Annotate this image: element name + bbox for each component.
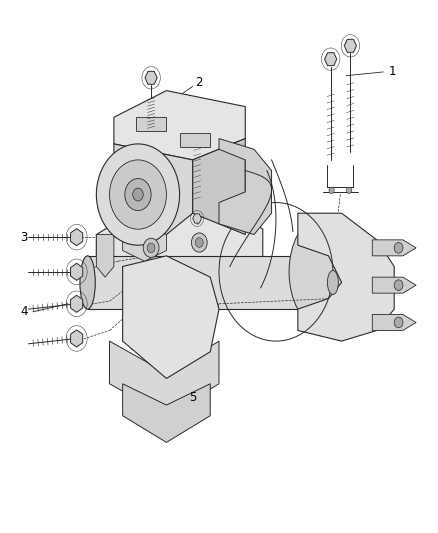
Circle shape [191, 233, 207, 252]
Polygon shape [219, 139, 272, 235]
Circle shape [133, 188, 143, 201]
Text: 2: 2 [195, 76, 203, 89]
Text: 3: 3 [21, 231, 28, 244]
Polygon shape [88, 256, 342, 309]
Polygon shape [114, 144, 193, 235]
Polygon shape [114, 91, 245, 160]
Text: 4: 4 [20, 305, 28, 318]
Polygon shape [71, 295, 83, 312]
Text: 1: 1 [388, 66, 396, 78]
Polygon shape [372, 277, 416, 293]
Polygon shape [344, 39, 357, 52]
Circle shape [96, 144, 180, 245]
Polygon shape [71, 229, 83, 246]
Polygon shape [123, 384, 210, 442]
Polygon shape [96, 235, 114, 277]
Ellipse shape [289, 219, 350, 325]
Circle shape [346, 187, 352, 193]
Circle shape [394, 280, 403, 290]
Polygon shape [136, 117, 166, 131]
Polygon shape [193, 214, 201, 223]
Circle shape [147, 243, 155, 253]
Polygon shape [71, 263, 83, 280]
Circle shape [110, 160, 166, 229]
Polygon shape [110, 341, 219, 416]
Polygon shape [372, 314, 416, 330]
Circle shape [394, 317, 403, 328]
Ellipse shape [327, 271, 338, 295]
Text: 5: 5 [189, 391, 196, 403]
Polygon shape [372, 240, 416, 256]
Circle shape [143, 238, 159, 257]
Polygon shape [298, 213, 394, 341]
Circle shape [195, 238, 203, 247]
Polygon shape [145, 71, 157, 84]
Ellipse shape [80, 256, 95, 309]
Polygon shape [180, 133, 210, 147]
Polygon shape [123, 256, 219, 378]
Polygon shape [325, 53, 337, 66]
Circle shape [329, 187, 334, 193]
Circle shape [125, 179, 151, 211]
Polygon shape [123, 213, 166, 261]
Polygon shape [71, 330, 83, 347]
Polygon shape [193, 139, 245, 235]
Polygon shape [96, 213, 263, 298]
Circle shape [394, 243, 403, 253]
